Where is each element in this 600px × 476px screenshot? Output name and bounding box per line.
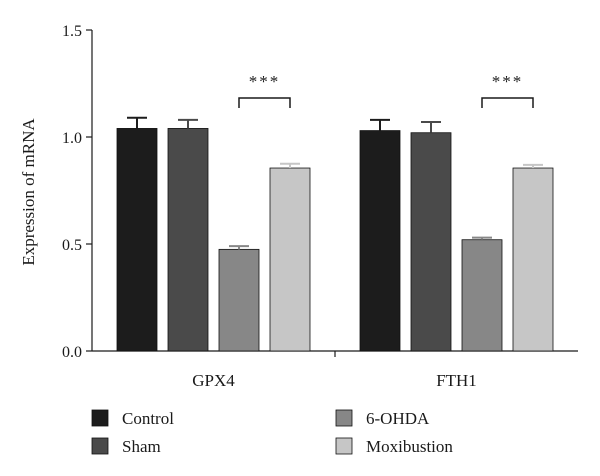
legend-label: Moxibustion <box>366 437 453 456</box>
legend-label: 6-OHDA <box>366 409 430 428</box>
significance-bracket <box>238 97 291 108</box>
legend-label: Control <box>122 409 174 428</box>
x-tick-label: FTH1 <box>436 371 477 390</box>
legend-swatch <box>335 409 353 427</box>
legend-item-sham: Sham <box>91 437 161 456</box>
bar-6-ohda-gpx4 <box>218 248 260 352</box>
bar-moxibustion-fth1 <box>512 167 554 352</box>
bar-control-gpx4 <box>116 128 158 352</box>
significance-label: *** <box>492 72 524 91</box>
legend-item-6-ohda: 6-OHDA <box>335 409 430 428</box>
x-tick-labels: GPX4 FTH1 <box>192 351 477 390</box>
legend: Control Sham 6-OHDA Moxibustion <box>91 409 453 456</box>
legend-swatch <box>91 437 109 455</box>
y-axis-label: Expression of mRNA <box>19 118 38 266</box>
x-tick-label: GPX4 <box>192 371 235 390</box>
legend-swatch <box>335 437 353 455</box>
bar-sham-gpx4 <box>167 128 209 352</box>
legend-item-moxibustion: Moxibustion <box>335 437 453 456</box>
significance-annotations: *** *** <box>238 72 534 108</box>
y-tick-label: 0.0 <box>62 344 82 361</box>
bar-moxibustion-gpx4 <box>269 167 311 352</box>
legend-swatch <box>91 409 109 427</box>
bar-sham-fth1 <box>410 132 452 352</box>
y-tick-label: 0.5 <box>62 237 82 254</box>
y-tick-label: 1.0 <box>62 130 82 147</box>
y-ticks: 0.0 0.5 1.0 1.5 <box>62 23 92 361</box>
bar-6-ohda-fth1 <box>461 239 503 352</box>
legend-item-control: Control <box>91 409 174 428</box>
legend-label: Sham <box>122 437 161 456</box>
bar-control-fth1 <box>359 130 401 352</box>
significance-label: *** <box>249 72 281 91</box>
bars <box>116 116 554 352</box>
y-tick-label: 1.5 <box>62 23 82 40</box>
significance-bracket <box>481 97 534 108</box>
